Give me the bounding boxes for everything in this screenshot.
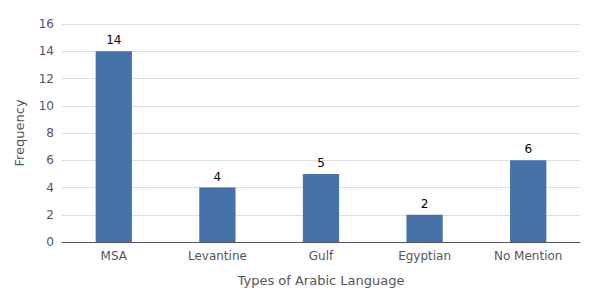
svg-text:6: 6 [46,153,54,167]
svg-text:4: 4 [214,170,222,184]
svg-text:Gulf: Gulf [309,249,334,263]
svg-text:Types of Arabic Language: Types of Arabic Language [237,273,405,288]
svg-text:2: 2 [46,208,54,222]
svg-text:16: 16 [39,17,54,31]
svg-text:5: 5 [317,156,325,170]
svg-text:8: 8 [46,126,54,140]
svg-text:Frequency: Frequency [12,99,27,166]
svg-text:14: 14 [39,44,54,58]
svg-text:2: 2 [421,197,429,211]
svg-text:6: 6 [524,142,532,156]
svg-text:0: 0 [46,235,54,249]
svg-text:4: 4 [46,181,54,195]
svg-text:12: 12 [39,72,54,86]
svg-text:MSA: MSA [101,249,128,263]
svg-text:Egyptian: Egyptian [398,249,451,263]
svg-text:14: 14 [106,33,121,47]
svg-text:Levantine: Levantine [188,249,247,263]
svg-text:10: 10 [39,99,54,113]
svg-text:No Mention: No Mention [494,249,562,263]
